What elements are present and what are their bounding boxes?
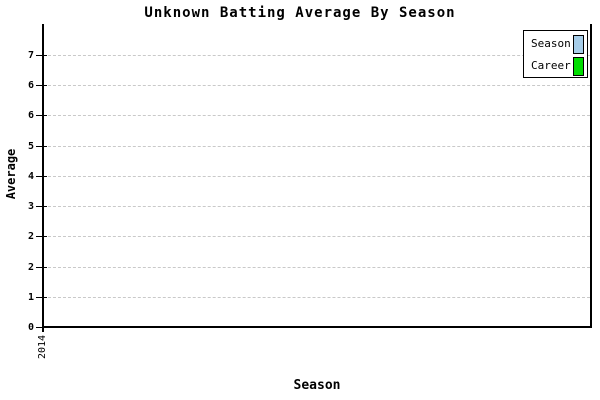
legend-label: Season	[531, 37, 571, 50]
y-tick-mark	[36, 145, 47, 147]
legend-label: Career	[531, 59, 571, 72]
legend: Season Career	[523, 30, 588, 78]
gridline	[48, 236, 590, 238]
y-tick-mark	[36, 266, 47, 268]
legend-item-season: Season	[524, 33, 587, 55]
y-tick-mark	[36, 175, 47, 177]
gridline	[48, 55, 590, 56]
legend-swatch	[573, 34, 584, 54]
y-tick-mark	[36, 296, 47, 298]
y-tick-label: 6	[27, 110, 34, 122]
legend-swatch	[573, 56, 584, 76]
y-tick-label: 5	[27, 140, 34, 152]
gridline	[48, 206, 590, 208]
gridline	[48, 296, 590, 298]
legend-item-career: Career	[524, 55, 587, 77]
plot-area: 0 1 2 2 3 4 5 6 6 7	[28, 24, 592, 333]
x-axis-line	[42, 326, 592, 328]
y-tick-mark	[36, 55, 47, 56]
chart-title: Unknown Batting Average By Season	[144, 5, 456, 21]
y-tick-mark	[36, 206, 47, 208]
gridline	[48, 175, 590, 177]
gridline	[48, 115, 590, 117]
gridline	[48, 85, 590, 87]
y-tick-label: 2	[27, 231, 34, 243]
y-tick-label: 6	[27, 80, 34, 92]
right-border-line	[590, 24, 592, 328]
x-tick-mark	[42, 328, 44, 332]
y-tick-mark	[36, 327, 47, 328]
y-tick-label: 7	[27, 50, 34, 61]
gridline	[48, 266, 590, 268]
y-tick-label: 0	[27, 322, 34, 333]
y-tick-label: 2	[27, 261, 34, 273]
y-tick-label: 4	[27, 170, 34, 182]
y-tick-mark	[36, 236, 47, 238]
y-tick-mark	[36, 115, 47, 117]
y-tick-label: 3	[27, 201, 34, 213]
x-axis-label: Season	[293, 378, 341, 393]
x-tick-label: 2014	[37, 334, 48, 359]
gridline	[48, 145, 590, 147]
y-tick-mark	[36, 85, 47, 87]
y-tick-label: 1	[27, 291, 34, 303]
